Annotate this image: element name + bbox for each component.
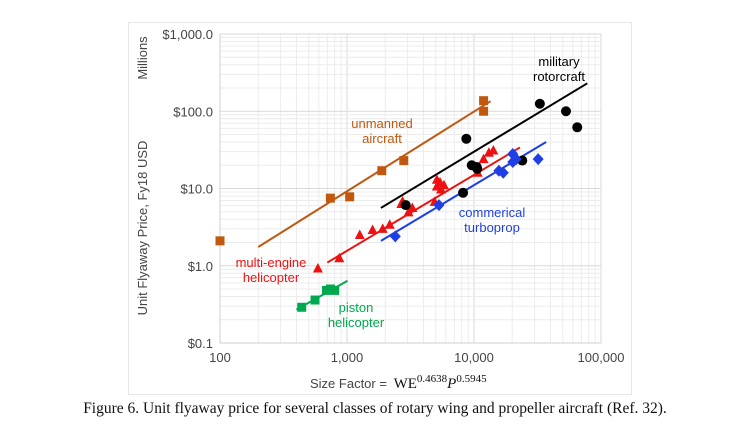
x-tick-label: 1,000 <box>331 350 364 365</box>
x-formula-base1: WE <box>394 376 417 392</box>
series-label-unmanned-aircraft: aircraft <box>362 131 402 146</box>
data-point-unmanned-aircraft <box>215 236 225 246</box>
data-point-multi-engine-helicopter <box>312 263 323 273</box>
data-point-multi-engine-helicopter <box>334 252 345 263</box>
x-tick-label: 100 <box>209 350 231 365</box>
data-point-multi-engine-helicopter <box>377 223 388 233</box>
data-point-multi-engine-helicopter <box>488 145 499 155</box>
data-point-commerical-turboprop <box>389 230 401 243</box>
trendline-military-rotorcraft <box>380 82 588 209</box>
y-axis-label: Unit Flyaway Price, Fy18 USD <box>135 141 150 316</box>
x-axis-label: Size Factor = WE0.4638P0.5945 <box>310 373 487 392</box>
data-point-commerical-turboprop <box>433 199 445 212</box>
data-point-multi-engine-helicopter <box>384 219 395 229</box>
figure-caption: Figure 6. Unit flyaway price for several… <box>83 400 667 417</box>
x-tick-label: 100,000 <box>578 350 625 365</box>
data-point-military-rotorcraft <box>560 106 571 117</box>
data-point-commerical-turboprop <box>497 166 509 179</box>
data-points <box>215 96 583 312</box>
data-point-military-rotorcraft <box>461 133 472 144</box>
data-point-unmanned-aircraft <box>377 166 387 176</box>
series-label-commerical-turboprop: commerical <box>459 205 526 220</box>
y-tick-label: $10.0 <box>180 182 213 197</box>
series-label-unmanned-aircraft: unmanned <box>351 116 412 131</box>
data-point-unmanned-aircraft <box>345 192 355 202</box>
data-point-multi-engine-helicopter <box>436 184 447 194</box>
data-point-military-rotorcraft <box>400 200 411 211</box>
series-label-piston-helicopter: helicopter <box>328 315 385 330</box>
data-point-unmanned-aircraft <box>325 193 335 203</box>
series-label-piston-helicopter: piston <box>339 300 374 315</box>
trendline-multi-engine-helicopter <box>326 146 521 264</box>
data-point-multi-engine-helicopter <box>478 153 489 164</box>
grid <box>219 33 602 344</box>
y-tick-label: $1.0 <box>188 259 213 274</box>
data-point-unmanned-aircraft <box>479 96 489 106</box>
series-label-multi-engine-helicopter: multi-engine <box>236 255 307 270</box>
data-point-commerical-turboprop <box>532 153 544 166</box>
x-formula-exp1: 0.4638 <box>417 373 448 385</box>
y-tick-label: $0.1 <box>188 336 213 351</box>
y-tick-label: $100.0 <box>173 104 213 119</box>
series-label-military-rotorcraft: military <box>538 54 580 69</box>
data-point-unmanned-aircraft <box>399 156 409 166</box>
data-point-commerical-turboprop <box>510 153 522 166</box>
y-axis-units: Millions <box>135 36 150 80</box>
data-point-piston-helicopter <box>297 302 307 312</box>
series-label-military-rotorcraft: rotorcraft <box>533 69 585 84</box>
data-point-piston-helicopter <box>310 295 320 305</box>
x-tick-label: 10,000 <box>454 350 494 365</box>
trendline-unmanned-aircraft <box>257 100 492 248</box>
y-tick-label: $1,000.0 <box>162 27 213 42</box>
data-point-multi-engine-helicopter <box>431 181 442 191</box>
tick-labels: 100 1,000 10,000 100,000 $0.1 $1.0 $10.0 $100.0… <box>162 27 624 365</box>
data-point-piston-helicopter <box>330 285 340 295</box>
chart: 100 1,000 10,000 100,000 $0.1 $1.0 $10.0 $100.0… <box>135 27 625 392</box>
data-point-multi-engine-helicopter <box>367 224 378 235</box>
data-point-unmanned-aircraft <box>479 106 489 116</box>
data-point-multi-engine-helicopter <box>407 202 418 212</box>
x-formula-exp2: 0.5945 <box>456 373 487 385</box>
data-point-military-rotorcraft <box>572 122 583 133</box>
series-label-multi-engine-helicopter: helicopter <box>243 270 300 285</box>
x-axis-label-prefix: Size Factor = <box>310 376 391 391</box>
data-point-military-rotorcraft <box>458 187 469 198</box>
series-label-commerical-turboprop: turboprop <box>464 220 520 235</box>
series-labels: unmannedaircraftpistonhelicoptermulti-en… <box>236 54 586 330</box>
x-formula-base2: P <box>446 376 456 392</box>
data-point-military-rotorcraft <box>472 163 483 174</box>
data-point-multi-engine-helicopter <box>354 229 365 240</box>
data-point-military-rotorcraft <box>534 98 545 109</box>
